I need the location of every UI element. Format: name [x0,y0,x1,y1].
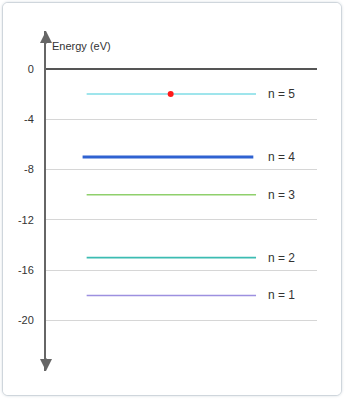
svg-text:n = 1: n = 1 [268,288,295,302]
svg-text:-20: -20 [18,314,34,326]
svg-text:n = 5: n = 5 [268,87,295,101]
svg-text:n = 3: n = 3 [268,188,295,202]
svg-text:-12: -12 [18,214,34,226]
svg-text:n = 4: n = 4 [268,150,295,164]
svg-text:n = 2: n = 2 [268,251,295,265]
svg-text:0: 0 [28,63,34,75]
svg-text:-16: -16 [18,264,34,276]
svg-text:-8: -8 [24,163,34,175]
svg-text:-4: -4 [24,113,34,125]
svg-text:Energy (eV): Energy (eV) [52,40,111,52]
